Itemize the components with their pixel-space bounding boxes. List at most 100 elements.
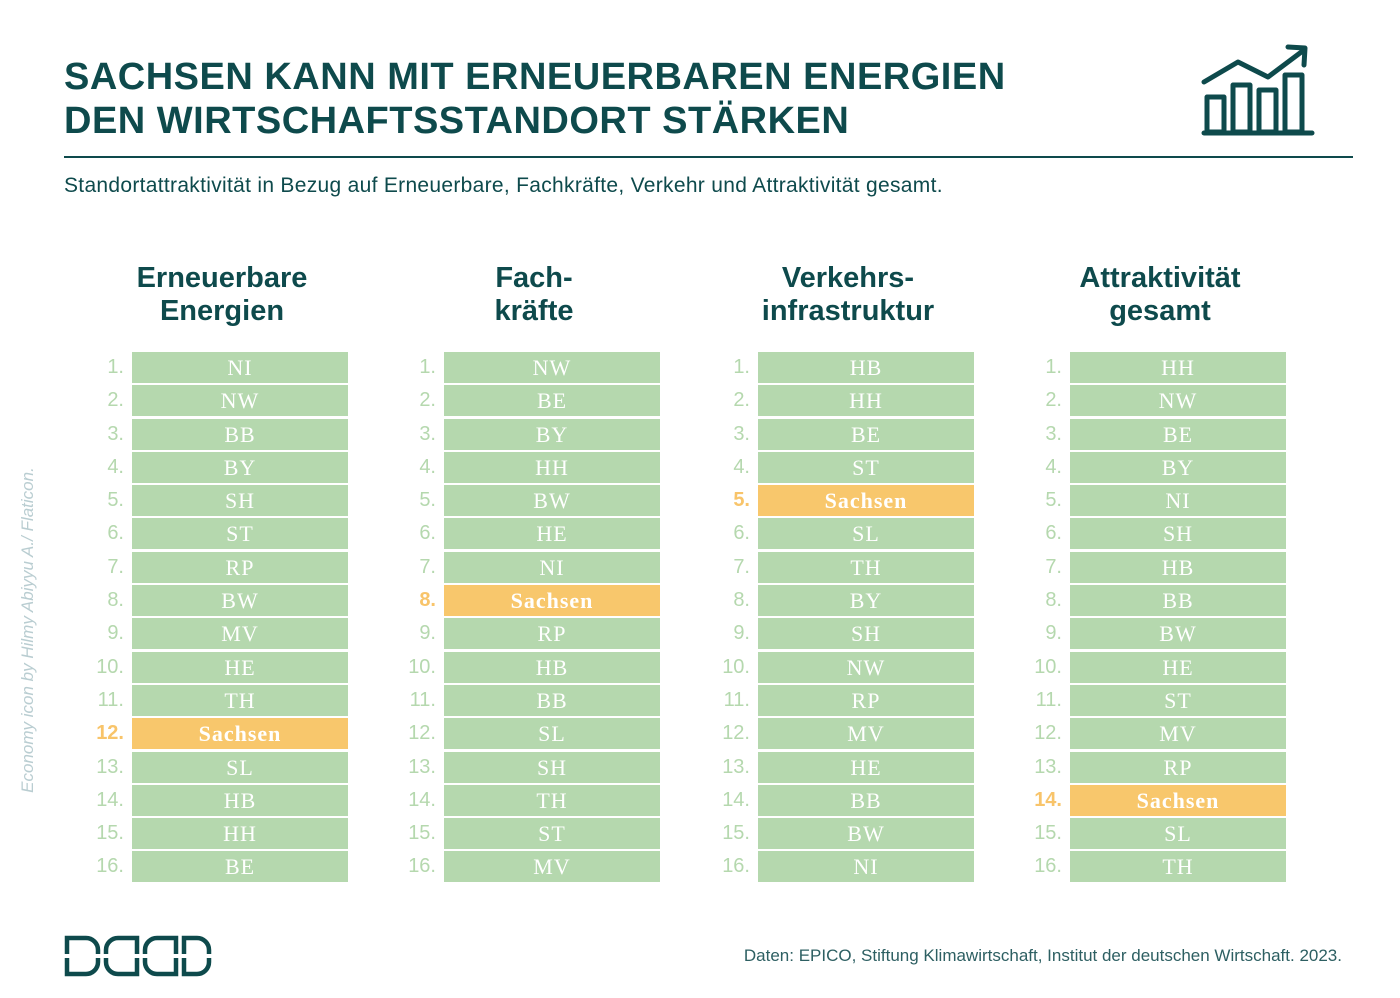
ranking-row: 15. HH [92,818,352,851]
rank-label: 2. [1045,389,1062,412]
state-cell: ST [444,818,660,850]
state-cell: NI [444,551,660,583]
rank-label: 13. [408,755,436,778]
ranking-row: 11. TH [92,684,352,718]
state-cell-sachsen: Sachsen [1070,784,1286,816]
state-cell: HE [132,651,348,683]
rank-label: 15. [408,822,436,845]
column-header: Fach-kräfte [404,262,664,328]
state-cell: NW [758,651,974,683]
rank-label: 16. [722,855,750,878]
rank-label: 13. [96,755,124,778]
ranking-row: 12. MV [718,718,978,751]
ranking-row-highlight: 8. Sachsen [404,585,664,618]
state-cell: HH [758,385,974,417]
state-cell: MV [758,718,974,750]
state-cell: HB [132,784,348,816]
ranking-row: 1. HB [718,352,978,385]
state-cell: NW [1070,385,1286,417]
ranking-row: 14. HB [92,784,352,818]
rank-label: 8. [1045,589,1062,612]
state-cell: SL [132,751,348,783]
rank-label: 2. [419,389,436,412]
rank-label: 11. [97,688,124,711]
rank-label: 9. [733,622,750,645]
rank-label: 5. [419,489,436,512]
ranking-row: 7. NI [404,551,664,585]
rank-label: 10. [408,655,436,678]
state-cell: ST [132,518,348,550]
rank-label: 12. [1034,722,1062,745]
ranking-rows: 1. NI 2. NW 3. BB 4. BY 5. SH 6. ST 7. RP 8. BW 9. MV 10. H… [92,352,352,885]
column-header-line: kräfte [494,295,574,327]
state-cell: NI [758,851,974,883]
ranking-row: 3. BE [1030,418,1290,452]
rank-label: 8. [419,589,436,612]
column-header-line: Erneuerbare [136,262,308,294]
state-cell: HH [132,818,348,850]
rank-label: 6. [419,522,436,545]
rank-label: 4. [419,455,436,478]
rank-label: 5. [107,489,124,512]
state-cell: SL [444,718,660,750]
state-cell: SH [132,485,348,517]
state-cell: BY [758,585,974,617]
ranking-row: 11. BB [404,684,664,718]
rank-label: 5. [733,489,750,512]
ranking-row: 6. SH [1030,518,1290,551]
rank-label: 10. [1034,655,1062,678]
rank-label: 12. [722,722,750,745]
ranking-row: 9. BW [1030,618,1290,651]
rank-label: 15. [722,822,750,845]
ranking-row: 13. SH [404,751,664,785]
state-cell-sachsen: Sachsen [132,718,348,750]
rank-label: 1. [1045,356,1062,378]
ranking-rows: 1. HH 2. NW 3. BE 4. BY 5. NI 6. SH 7. HB 8. BB 9. BW 10. H… [1030,352,1290,885]
column-header: Verkehrs-infrastruktur [718,262,978,328]
brand-logo [64,935,212,977]
state-cell: NW [132,385,348,417]
state-cell: NI [1070,485,1286,517]
state-cell: BE [1070,418,1286,450]
title-line-2: DEN WIRTSCHAFTSSTANDORT STÄRKEN [64,100,850,142]
rank-label: 12. [96,722,124,745]
ranking-row: 6. SL [718,518,978,551]
ranking-row: 10. HE [1030,651,1290,685]
column-header: Attraktivität gesamt [1030,262,1290,328]
ranking-row: 1. HH [1030,352,1290,385]
column-header-line: infrastruktur [761,295,935,327]
state-cell: BE [758,418,974,450]
state-cell: MV [444,851,660,883]
subtitle: Standortattraktivität in Bezug auf Erneu… [64,174,943,197]
rank-label: 3. [107,422,124,445]
rank-label: 11. [1035,688,1062,711]
ranking-row: 10. NW [718,651,978,685]
rank-label: 14. [96,788,124,811]
state-cell: RP [758,684,974,716]
state-cell: BY [444,418,660,450]
ranking-row: 4. ST [718,451,978,485]
ranking-row: 1. NI [92,352,352,385]
ranking-row: 9. MV [92,618,352,651]
rank-label: 10. [96,655,124,678]
state-cell: SL [1070,818,1286,850]
ranking-row: 1. NW [404,352,664,385]
ranking-row: 6. ST [92,518,352,551]
ranking-row-highlight: 12. Sachsen [92,718,352,751]
ranking-row: 3. BB [92,418,352,452]
rank-label: 13. [722,755,750,778]
rank-label: 6. [107,522,124,545]
column-header-line: gesamt [1109,295,1211,327]
rank-label: 4. [733,455,750,478]
state-cell: HB [1070,551,1286,583]
rank-label: 4. [1045,455,1062,478]
column-header-line: Energien [159,295,285,327]
state-cell-sachsen: Sachsen [758,485,974,517]
rank-label: 7. [1045,555,1062,578]
rank-label: 1. [733,356,750,378]
state-cell: HB [444,651,660,683]
rank-label: 15. [1034,822,1062,845]
rank-label: 7. [419,555,436,578]
state-cell: BW [444,485,660,517]
state-cell: RP [1070,751,1286,783]
